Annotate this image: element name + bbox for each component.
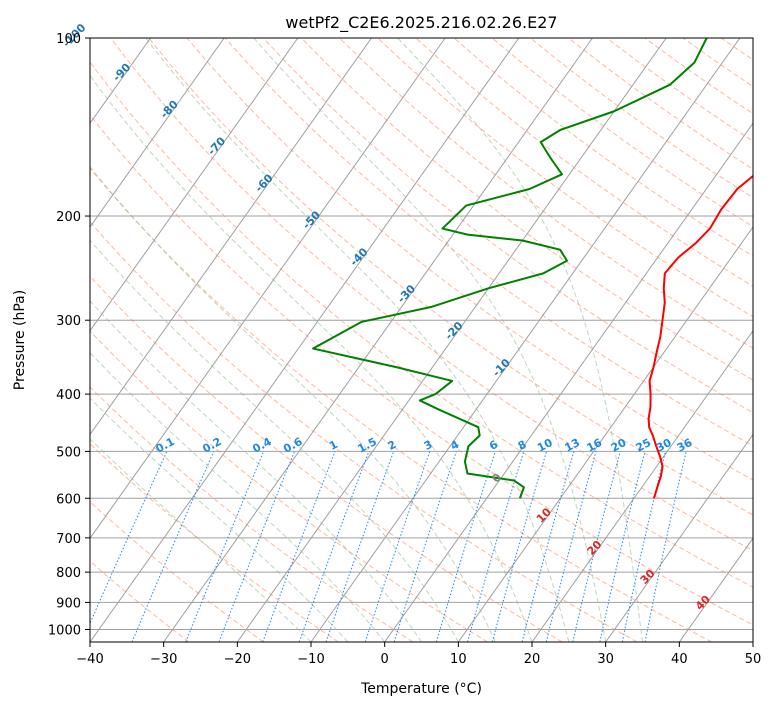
plot-area <box>90 38 753 642</box>
mixing-ratio-line <box>521 451 575 642</box>
isotherm-line <box>90 38 372 436</box>
chart-title: wetPf2_C2E6.2025.216.02.26.E27 <box>285 13 557 33</box>
profile-series-line <box>647 174 753 499</box>
dry-adiabat-line <box>90 443 339 642</box>
x-tick-label: 30 <box>597 652 614 667</box>
moist-adiabat-line <box>90 300 422 642</box>
x-tick-label: 50 <box>745 652 762 667</box>
mixing-ratio-line <box>364 451 431 642</box>
mixing-ratio-line <box>298 451 370 642</box>
y-tick-label: 400 <box>56 388 81 403</box>
dry-adiabat-line <box>90 386 414 642</box>
dry-adiabat-line <box>90 560 190 642</box>
moist-adiabat-line <box>253 38 607 642</box>
y-tick-label: 300 <box>56 314 81 329</box>
dry-adiabat-line <box>759 38 775 642</box>
dry-adiabat-line <box>301 38 753 381</box>
mixing-ratio-label: 36 <box>675 436 695 455</box>
mixing-ratio-label: 25 <box>634 436 654 455</box>
profile-lines <box>312 38 753 499</box>
dry-adiabat-line <box>262 38 753 414</box>
y-tick-label: 500 <box>56 445 81 460</box>
mixing-ratio-label: 30 <box>654 436 674 455</box>
dry-adiabat-line <box>148 38 753 516</box>
isotherm-line <box>90 38 299 332</box>
mixing-ratio-line <box>572 451 621 642</box>
mixing-ratio-label: 10 <box>535 436 555 455</box>
moist-adiabat-line <box>397 38 643 642</box>
mixing-ratio-line <box>644 451 687 642</box>
x-tick-label: −20 <box>224 652 251 667</box>
dry-adiabat-line <box>90 114 753 626</box>
moist-adiabat-line <box>90 352 386 642</box>
mixing-ratio-label: 16 <box>585 436 605 455</box>
dry-adiabat-line <box>90 330 488 642</box>
isotherm-line <box>384 122 753 642</box>
mixing-ratio-label: 20 <box>609 436 629 455</box>
dry-adiabat-line <box>90 221 638 642</box>
isotherm-line <box>163 38 593 642</box>
y-tick-label: 700 <box>56 532 81 547</box>
y-tick-label: 1000 <box>48 623 81 638</box>
mixing-ratio-line <box>393 451 457 642</box>
isotherm-line <box>457 226 753 642</box>
mixing-ratio-line <box>491 451 548 642</box>
x-tick-label: −30 <box>150 652 177 667</box>
y-axis: 100 200 300 400 500 600 700 800 900 1000 <box>48 32 90 638</box>
isotherm-line <box>90 38 520 642</box>
profile-series-line <box>312 38 708 499</box>
mixing-ratio-label: 13 <box>562 436 582 455</box>
moist-adiabat-line <box>90 397 349 642</box>
y-tick-label: 800 <box>56 566 81 581</box>
y-axis-label: Pressure (hPa) <box>12 290 28 390</box>
y-tick-label: 900 <box>56 596 81 611</box>
mixing-ratio-line <box>467 451 525 642</box>
y-tick-label: 100 <box>56 32 81 47</box>
isotherm-line <box>90 38 225 228</box>
y-tick-label: 200 <box>56 210 81 225</box>
moist-adiabat-line <box>90 239 459 642</box>
x-tick-label: 20 <box>524 652 541 667</box>
plot-frame <box>89 37 754 643</box>
background-lines <box>0 38 775 642</box>
dry-adiabat-line <box>90 61 753 588</box>
x-tick-label: 40 <box>671 652 688 667</box>
x-axis-label: Temperature (°C) <box>360 681 482 697</box>
x-tick-label: −40 <box>76 652 103 667</box>
isotherm-line <box>678 537 753 642</box>
isotherm-line <box>752 641 753 642</box>
x-tick-label: 10 <box>450 652 467 667</box>
mixing-ratio-line <box>185 451 265 642</box>
isotherm-line <box>310 38 741 642</box>
moist-adiabat-line <box>90 74 533 642</box>
dry-adiabat-line <box>90 275 563 642</box>
moist-adiabat-line <box>90 166 496 642</box>
x-tick-label: −10 <box>297 652 324 667</box>
dry-adiabat-line <box>415 38 753 287</box>
x-tick-label: 0 <box>381 652 389 667</box>
mixing-ratio-line <box>90 451 168 625</box>
isotherm-line <box>0 38 3 642</box>
isotherm-line <box>236 38 667 642</box>
isotherm-line <box>531 329 753 642</box>
mixing-ratio-line <box>599 451 646 642</box>
isotherm-line <box>605 433 753 642</box>
mixing-ratio-line <box>131 451 215 642</box>
isotherm-line <box>90 38 446 540</box>
x-axis: −40 −30 −20 −10 0 10 20 30 40 50 <box>76 642 761 667</box>
moist-adiabat-line <box>145 38 570 642</box>
y-tick-label: 600 <box>56 492 81 507</box>
mixing-ratio-line <box>435 451 496 642</box>
mixing-ratio-line <box>262 451 336 642</box>
mixing-ratio-line <box>325 451 395 642</box>
mixing-ratio-line <box>218 451 295 642</box>
